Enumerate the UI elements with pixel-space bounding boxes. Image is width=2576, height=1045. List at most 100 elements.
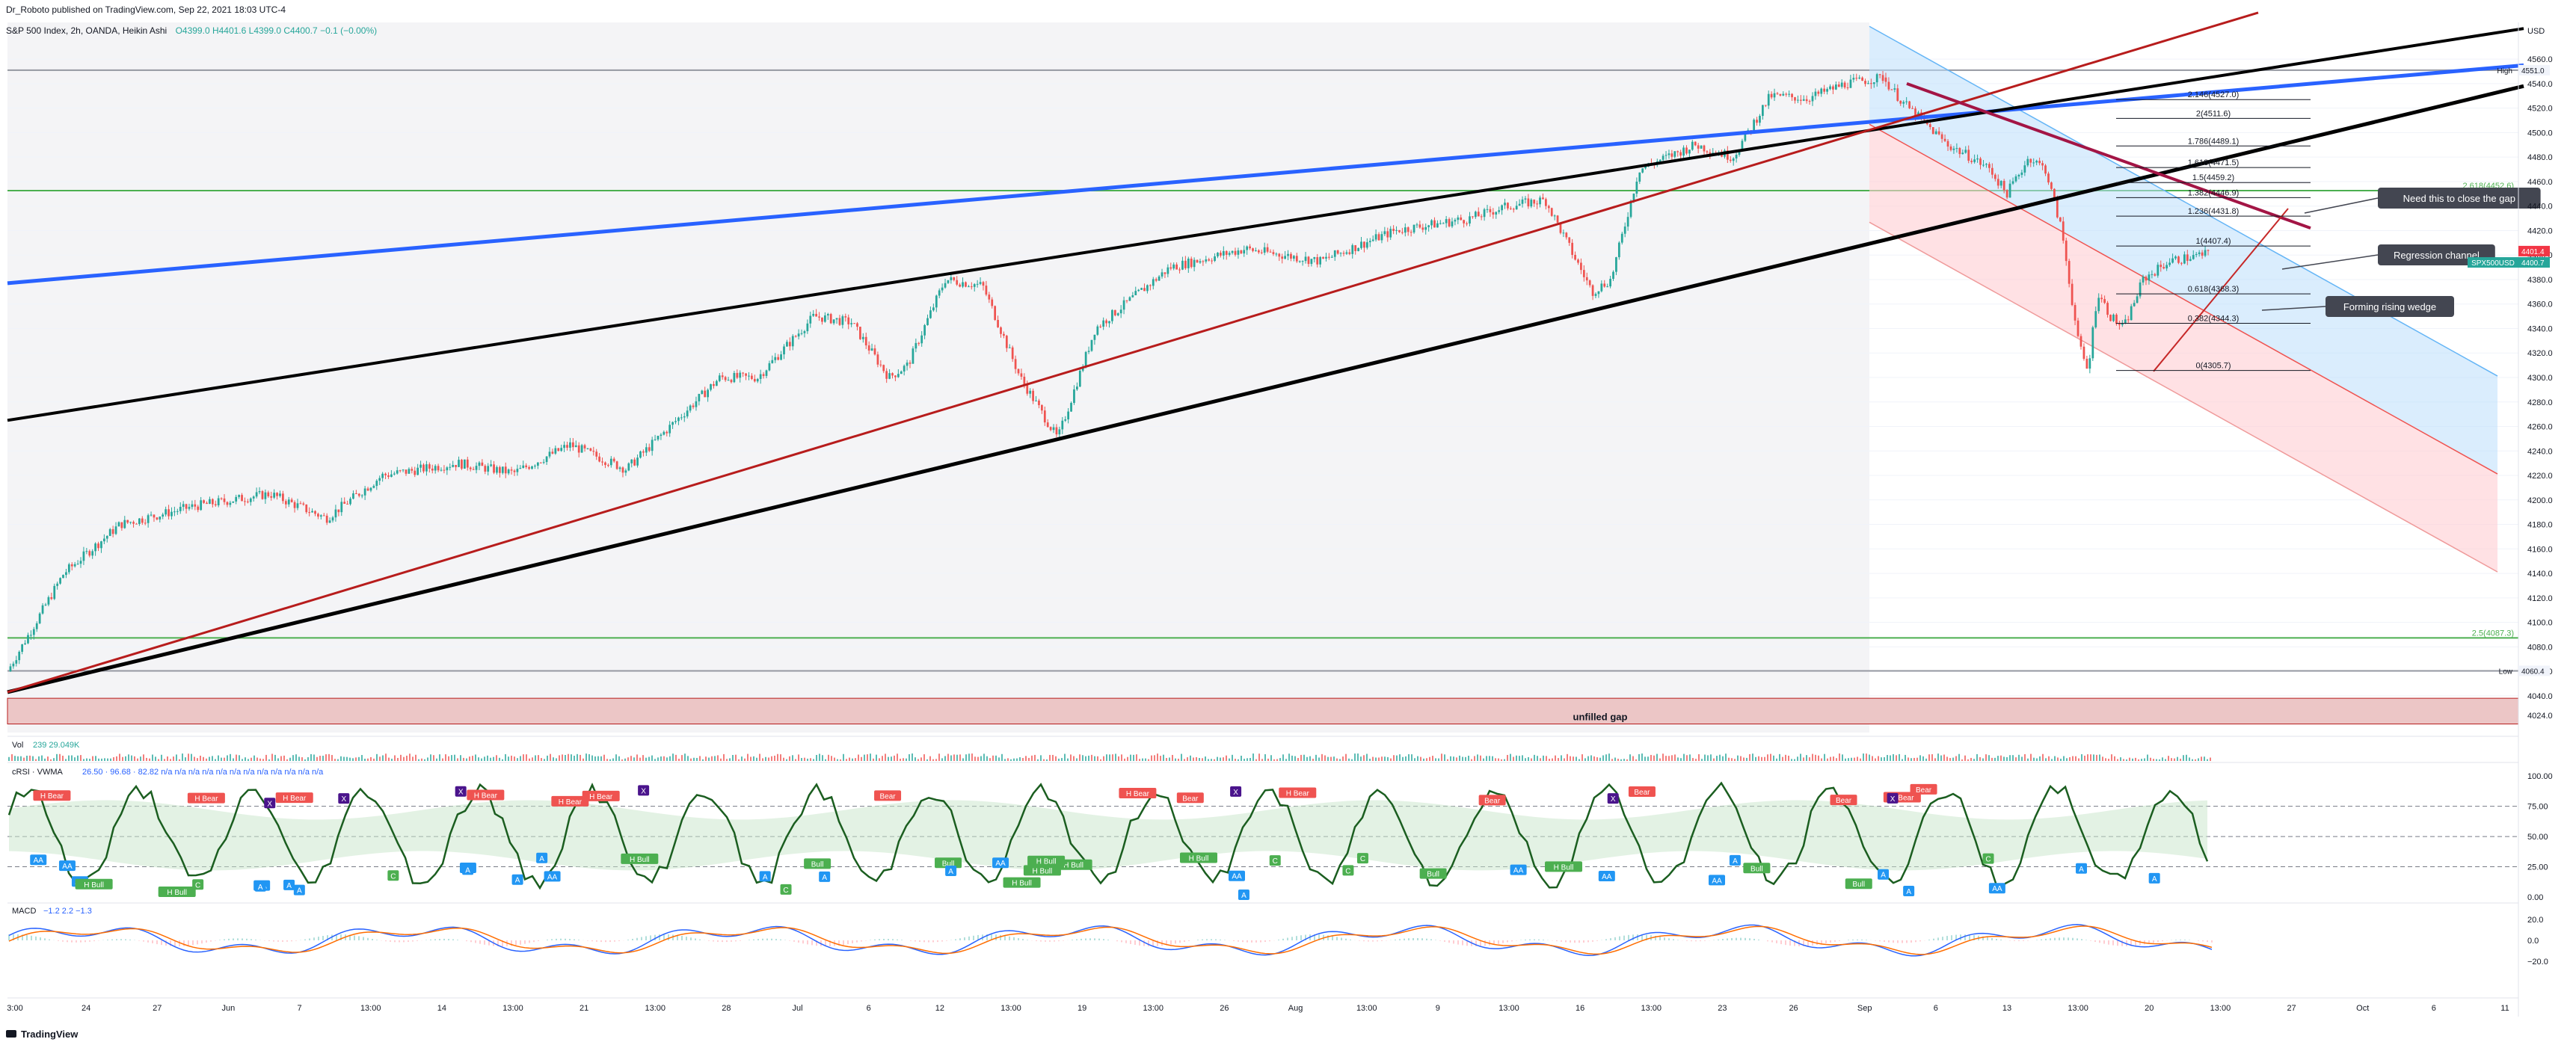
fib-label: 0.382(4344.3) bbox=[2188, 314, 2240, 323]
candle-body bbox=[683, 416, 686, 418]
candle-body bbox=[1603, 283, 1606, 287]
candle-body bbox=[182, 504, 185, 508]
candle-body bbox=[1902, 102, 1905, 104]
candle-body bbox=[1706, 151, 1709, 152]
candle-body bbox=[618, 467, 621, 469]
candle-body bbox=[1161, 272, 1163, 277]
crsi-signal bbox=[992, 857, 1009, 869]
x-tick-label: 28 bbox=[722, 1004, 731, 1013]
candle-body bbox=[235, 496, 238, 502]
candle-body bbox=[824, 315, 826, 322]
candle-body bbox=[1928, 124, 1931, 128]
candle-body bbox=[609, 458, 612, 466]
price-badge bbox=[2518, 665, 2550, 676]
crsi-signal-label: C bbox=[1273, 857, 1278, 866]
annotation-box bbox=[2326, 296, 2454, 317]
crsi-signal-label: A bbox=[1733, 857, 1738, 866]
candle-body bbox=[1999, 181, 2002, 186]
candle-body bbox=[1064, 419, 1067, 421]
candle-body bbox=[478, 462, 481, 466]
candle-body bbox=[1096, 326, 1099, 335]
candle-body bbox=[962, 282, 964, 287]
candle-body bbox=[542, 462, 545, 463]
candle-body bbox=[651, 440, 654, 451]
crsi-signal-label: A bbox=[465, 866, 470, 875]
crsi-signal-label: A bbox=[539, 855, 544, 863]
candle-body bbox=[1017, 369, 1020, 374]
candle-body bbox=[724, 377, 727, 380]
candle-body bbox=[554, 448, 557, 454]
candle-body bbox=[340, 502, 343, 513]
candle-body bbox=[847, 317, 850, 324]
candle-body bbox=[1638, 172, 1641, 182]
candle-body bbox=[282, 493, 284, 502]
fib-label: 1.786(4489.1) bbox=[2188, 137, 2240, 146]
annotation-box bbox=[2378, 244, 2495, 265]
candle-body bbox=[1336, 250, 1339, 254]
candle-body bbox=[1199, 261, 1202, 263]
candle-body bbox=[2059, 217, 2062, 222]
candle-body bbox=[2029, 158, 2032, 163]
candle-body bbox=[2192, 255, 2195, 259]
crsi-signal-label: A bbox=[763, 873, 768, 881]
candle-body bbox=[1556, 215, 1559, 223]
candle-body bbox=[1773, 93, 1776, 98]
candle-body bbox=[1401, 232, 1404, 233]
candle-body bbox=[1263, 247, 1266, 253]
candle-body bbox=[1070, 403, 1072, 412]
crsi-signal bbox=[1179, 852, 1217, 863]
candle-body bbox=[108, 528, 111, 536]
candle-body bbox=[1084, 351, 1087, 368]
candle-body bbox=[838, 318, 841, 325]
price-axis[interactable]: 4560.0 4540.0 4520.0 4500.0 4480.0 4460.0 4440… bbox=[2468, 22, 2553, 1017]
candle-body bbox=[1043, 410, 1046, 423]
candle-body bbox=[1899, 100, 1902, 104]
x-tick-label: 13:00 bbox=[1000, 1004, 1021, 1013]
candle-body bbox=[1530, 200, 1533, 207]
candle-body bbox=[1846, 87, 1849, 88]
candle-body bbox=[1641, 168, 1644, 173]
candle-body bbox=[1486, 209, 1489, 210]
x-tick-label: 13:00 bbox=[502, 1004, 523, 1013]
crsi-signal bbox=[33, 790, 71, 801]
candle-body bbox=[1404, 227, 1407, 233]
crsi-signal bbox=[780, 884, 792, 895]
fib-extension: 2.146(4527.0) 2(4511.6) 1.786(4489.1) 1.618… bbox=[2116, 90, 2311, 372]
candle-body bbox=[1585, 277, 1588, 281]
crsi-signal bbox=[1982, 853, 1994, 864]
candle-body bbox=[1134, 291, 1137, 296]
candle-body bbox=[912, 348, 914, 364]
footer-logo[interactable]: TradingView bbox=[6, 1029, 78, 1040]
candle-body bbox=[2026, 158, 2029, 166]
candle-body bbox=[1489, 209, 1492, 212]
candle-body bbox=[147, 515, 150, 523]
candle-body bbox=[786, 342, 788, 347]
candle-body bbox=[1228, 253, 1231, 255]
time-axis[interactable]: 3:00 24 27 Jun 7 13:00 14 13:00 21 13:00 28 Jul 6 12 1… bbox=[7, 997, 2518, 1013]
candle-body bbox=[337, 509, 340, 513]
candle-body bbox=[238, 495, 240, 497]
crsi-signal-label: H Bull bbox=[84, 881, 104, 890]
candle-body bbox=[12, 663, 15, 667]
candle-body bbox=[1128, 297, 1131, 301]
volume-label: Vol bbox=[12, 741, 23, 750]
y-tick-label: 4320.0 bbox=[2527, 349, 2553, 358]
candle-body bbox=[566, 445, 568, 448]
candle-body bbox=[305, 504, 308, 513]
symbol-title[interactable]: S&P 500 Index, 2h, OANDA, Heikin Ashi bbox=[6, 25, 167, 36]
crsi-signal bbox=[1279, 787, 1317, 798]
candle-body bbox=[1032, 390, 1034, 401]
x-tick-label: Jul bbox=[793, 1004, 803, 1013]
candle-body bbox=[812, 313, 815, 316]
candle-body bbox=[774, 357, 777, 360]
candle-body bbox=[226, 502, 229, 505]
candle-body bbox=[162, 514, 165, 517]
crsi-signal bbox=[1238, 889, 1249, 900]
candle-body bbox=[1368, 241, 1371, 243]
crsi-signal-label: Bear bbox=[1836, 797, 1852, 805]
candle-body bbox=[639, 451, 642, 458]
candle-body bbox=[1994, 174, 1996, 179]
candle-body bbox=[923, 324, 926, 336]
crsi-signal-label: Bear bbox=[1634, 789, 1650, 797]
